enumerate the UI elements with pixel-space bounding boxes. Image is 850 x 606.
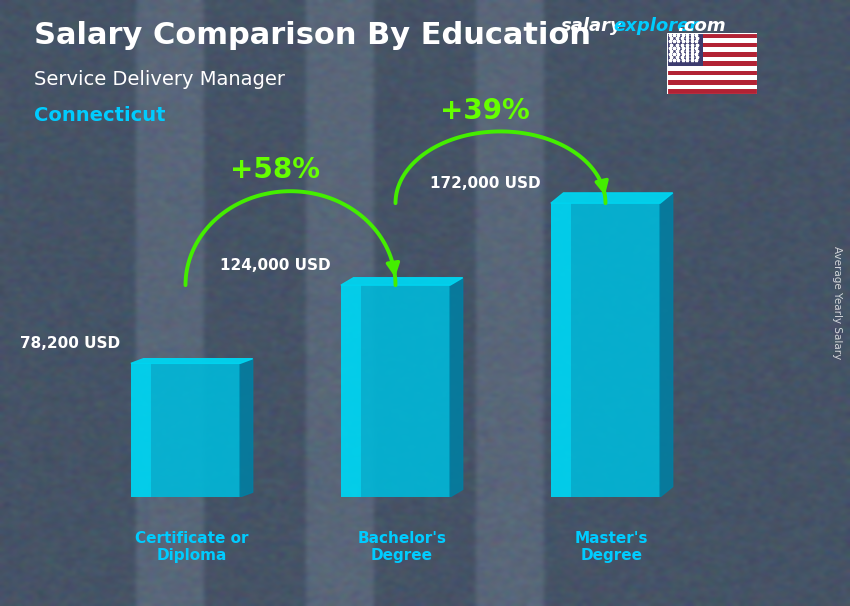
Bar: [667, 71, 756, 75]
Text: Master's
Degree: Master's Degree: [575, 531, 649, 564]
Bar: [667, 38, 756, 42]
Text: .com: .com: [677, 17, 726, 35]
Bar: [341, 285, 360, 497]
Bar: [667, 89, 756, 94]
Bar: [667, 33, 703, 66]
Text: Connecticut: Connecticut: [34, 106, 166, 125]
Bar: [667, 52, 756, 56]
Text: Average Yearly Salary: Average Yearly Salary: [832, 247, 842, 359]
Bar: [667, 47, 756, 52]
Bar: [551, 203, 660, 497]
Bar: [667, 66, 756, 71]
Bar: [667, 61, 756, 66]
Polygon shape: [450, 278, 462, 497]
Polygon shape: [131, 359, 252, 364]
Polygon shape: [660, 193, 672, 497]
Text: salary: salary: [561, 17, 623, 35]
Bar: [131, 364, 150, 497]
Text: 172,000 USD: 172,000 USD: [430, 176, 541, 191]
Bar: [341, 285, 450, 497]
Text: explorer: explorer: [614, 17, 699, 35]
Polygon shape: [551, 193, 672, 203]
Bar: [551, 203, 570, 497]
Text: 78,200 USD: 78,200 USD: [20, 336, 121, 351]
Polygon shape: [341, 278, 462, 285]
Text: Certificate or
Diploma: Certificate or Diploma: [135, 531, 248, 564]
Text: Bachelor's
Degree: Bachelor's Degree: [357, 531, 446, 564]
Polygon shape: [240, 359, 252, 497]
Text: 124,000 USD: 124,000 USD: [220, 258, 331, 273]
Bar: [667, 33, 756, 38]
Bar: [667, 80, 756, 85]
Bar: [667, 85, 756, 89]
Text: +39%: +39%: [439, 96, 530, 125]
Bar: [667, 42, 756, 47]
Text: Salary Comparison By Education: Salary Comparison By Education: [34, 21, 591, 50]
Bar: [131, 364, 240, 497]
Text: Service Delivery Manager: Service Delivery Manager: [34, 70, 285, 88]
Text: +58%: +58%: [230, 156, 320, 184]
Bar: [667, 56, 756, 61]
Bar: [667, 75, 756, 80]
